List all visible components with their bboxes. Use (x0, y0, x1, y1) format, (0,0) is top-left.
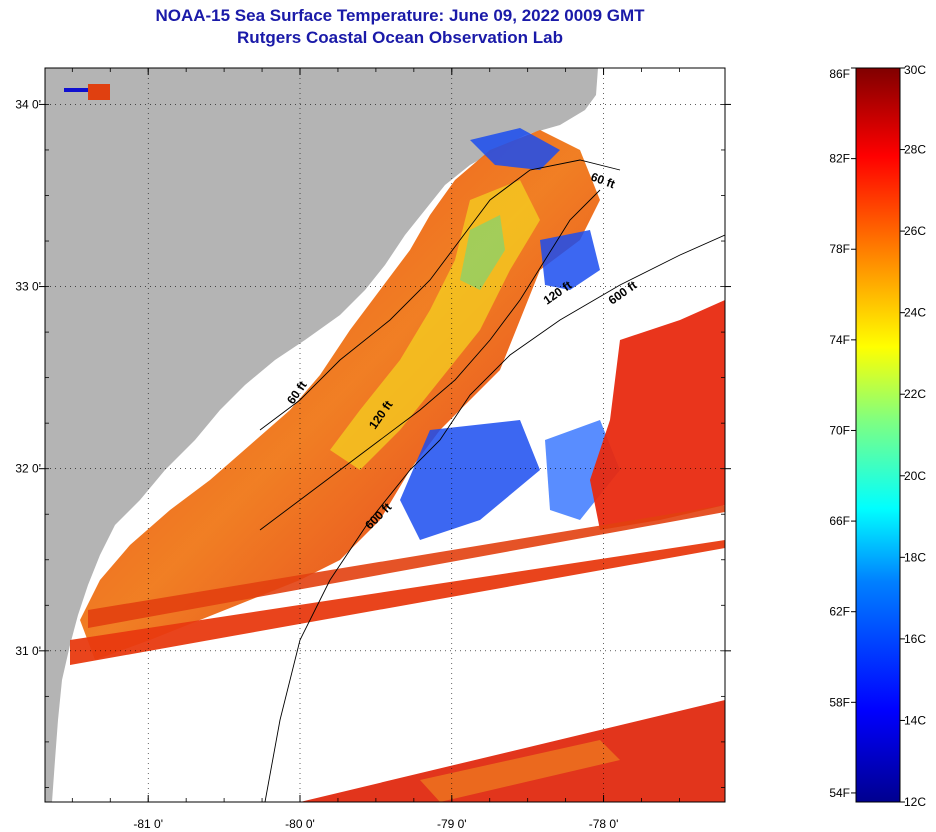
map-subtitle: Rutgers Coastal Ocean Observation Lab (237, 28, 563, 47)
fahrenheit-label: 74F (829, 333, 850, 347)
fahrenheit-label: 66F (829, 514, 850, 528)
lon-tick-label: -78 0' (589, 817, 619, 831)
contour-600ft (264, 234, 725, 802)
contour-120ft (259, 189, 601, 531)
lon-tick-label: -79 0' (437, 817, 467, 831)
celsius-label: 28C (904, 143, 926, 157)
fahrenheit-label: 86F (829, 67, 850, 81)
sst-strip (70, 540, 725, 665)
celsius-label: 16C (904, 632, 926, 646)
graticule (45, 68, 725, 802)
land-area (45, 68, 598, 802)
map-frame (44, 67, 726, 803)
sst-bottom-swath-accent (420, 740, 620, 802)
map-title: NOAA-15 Sea Surface Temperature: June 09… (155, 6, 645, 25)
celsius-label: 18C (904, 550, 926, 564)
celsius-label: 26C (904, 224, 926, 238)
celsius-label: 30C (904, 63, 926, 77)
sst-cool-patch (400, 420, 540, 540)
sst-strip (88, 505, 725, 628)
celsius-label: 22C (904, 387, 926, 401)
celsius-label: 12C (904, 795, 926, 809)
fahrenheit-label: 70F (829, 423, 850, 437)
lat-tick-label: 34 0' (15, 97, 41, 111)
colorbar (855, 67, 901, 803)
contour-60ft (259, 159, 621, 431)
sst-cool-patch (545, 420, 620, 520)
celsius-label: 24C (904, 306, 926, 320)
lat-tick-label: 31 0' (15, 644, 41, 658)
lat-tick-label: 33 0' (15, 280, 41, 294)
sst-speck (64, 88, 94, 92)
lat-tick-label: 32 0' (15, 462, 41, 476)
sst-speck (88, 84, 110, 100)
fahrenheit-label: 82F (829, 152, 850, 166)
colorbar-ticks: 30C 28C 26C 24C 22C 20C 18C 16C 14C 12C 86F 82F 78F 7… (829, 63, 926, 809)
lon-tick-label: -81 0' (133, 817, 163, 831)
sst-bottom-swath (300, 700, 725, 802)
lon-tick-label: -80 0' (285, 817, 315, 831)
sst-gulfstream-region (590, 300, 725, 530)
celsius-label: 20C (904, 469, 926, 483)
fahrenheit-label: 58F (829, 695, 850, 709)
celsius-label: 14C (904, 713, 926, 727)
sst-cool-patch (540, 230, 600, 290)
axis-ticks: -81 0' -80 0' -79 0' -78 0' 31 0' 32 0' 33 0' 3… (15, 68, 731, 831)
fahrenheit-label: 78F (829, 242, 850, 256)
sst-green-patch (460, 215, 505, 290)
fahrenheit-label: 54F (829, 786, 850, 800)
fahrenheit-label: 62F (829, 605, 850, 619)
sst-cool-patch (470, 128, 560, 170)
